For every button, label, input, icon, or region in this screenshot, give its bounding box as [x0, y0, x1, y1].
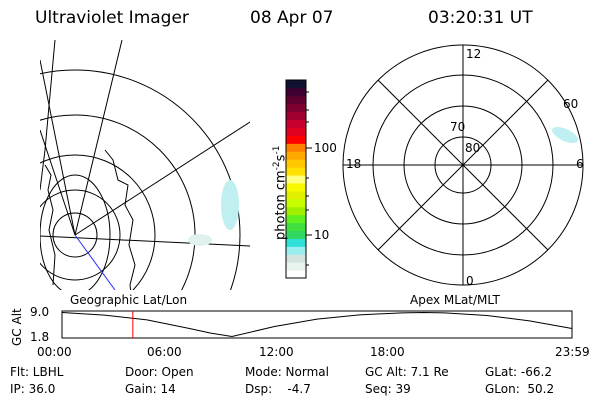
colorbar-tick-label: 100: [314, 141, 337, 155]
colorbar-segment: [286, 111, 306, 121]
colorbar-segment: [286, 119, 306, 129]
colorbar-segment: [286, 222, 306, 231]
dsp-status: Dsp: -4.7: [245, 382, 311, 396]
mlt-label: 12: [466, 47, 482, 61]
mode-status: Mode: Normal: [245, 365, 329, 379]
geographic-label: Geographic Lat/Lon: [70, 293, 188, 307]
time-label: 03:20:31 UT: [428, 8, 533, 28]
mlt-label: 18: [346, 157, 362, 171]
lon-line: [74, 40, 123, 236]
aurora-emission: [188, 234, 212, 246]
terminator-line: [74, 234, 116, 290]
gain-status: Gain: 14: [125, 382, 176, 396]
colorbar-segment: [286, 214, 306, 224]
colorbar-frame: [285, 79, 307, 279]
colorbar-segment: [286, 230, 306, 239]
aurora-emission: [552, 126, 578, 144]
apex-label: Apex MLat/MLT: [410, 293, 500, 307]
colorbar-segment: [286, 270, 306, 279]
colorbar-segment: [286, 175, 306, 184]
glon-status: GLon: 50.2: [485, 382, 555, 396]
lon-line: [74, 121, 250, 236]
colorbar: [286, 80, 306, 279]
x-tick-label: 18:00: [370, 345, 405, 359]
lat-circle: [52, 212, 98, 258]
gc-alt-timeline: [61, 310, 573, 339]
colorbar-segment: [286, 80, 306, 89]
date-label: 08 Apr 07: [250, 8, 334, 28]
colorbar-segment: [286, 135, 306, 144]
colorbar-segment: [286, 159, 306, 168]
mlt-label: 6: [576, 157, 584, 171]
colorbar-segment: [286, 143, 306, 152]
lat-circle: [40, 69, 241, 290]
aurora-emission: [221, 180, 239, 230]
x-tick-label: 00:00: [37, 345, 72, 359]
colorbar-segment: [286, 95, 306, 105]
timeline-ylabel: GC Alt: [10, 308, 24, 346]
filter-status: Flt: LBHL: [10, 365, 64, 379]
colorbar-segment: [286, 246, 306, 255]
colorbar-tick-label: 10: [314, 228, 330, 242]
ip-status: IP: 36.0: [10, 382, 56, 396]
gc-alt-status: GC Alt: 7.1 Re: [365, 365, 449, 379]
colorbar-segment: [286, 127, 306, 136]
glat-status: GLat: -66.2: [485, 365, 552, 379]
colorbar-segment: [286, 87, 306, 97]
colorbar-segment: [286, 254, 306, 263]
seq-status: Seq: 39: [365, 382, 411, 396]
x-tick-label: 23:59: [555, 345, 590, 359]
coastline: [104, 149, 136, 290]
polar-plot: [342, 44, 584, 286]
colorbar-ticks: [306, 91, 312, 266]
lat-circle: [40, 154, 156, 290]
colorbar-segment: [286, 190, 306, 200]
lon-line: [40, 129, 76, 236]
mlt-label: 0: [466, 274, 474, 288]
colorbar-segment: [286, 167, 306, 176]
colorbar-label: photon cm-2s-1: [272, 145, 289, 240]
x-tick-label: 12:00: [259, 345, 294, 359]
y-tick-label: 1.8: [30, 330, 50, 344]
instrument-title: Ultraviolet Imager: [35, 8, 189, 28]
lon-line: [40, 235, 250, 247]
ring-label: 70: [450, 120, 466, 134]
lat-circle: [40, 189, 121, 281]
colorbar-segment: [286, 238, 306, 247]
lon-line: [40, 59, 76, 236]
y-tick-label: 9.0: [30, 305, 50, 319]
ring-label: 80: [465, 141, 481, 155]
colorbar-segment: [286, 151, 306, 160]
geographic-map: [40, 40, 250, 290]
gc-alt-line: [61, 311, 573, 338]
colorbar-segment: [286, 182, 306, 192]
x-tick-label: 06:00: [147, 345, 182, 359]
colorbar-segment: [286, 206, 306, 216]
lon-line: [40, 174, 111, 290]
door-status: Door: Open: [125, 365, 194, 379]
colorbar-segment: [286, 262, 306, 271]
coastline: [44, 164, 56, 286]
colorbar-segment: [286, 198, 306, 208]
ring-label: 60: [563, 97, 579, 111]
limb: [40, 40, 56, 191]
colorbar-segment: [286, 103, 306, 113]
